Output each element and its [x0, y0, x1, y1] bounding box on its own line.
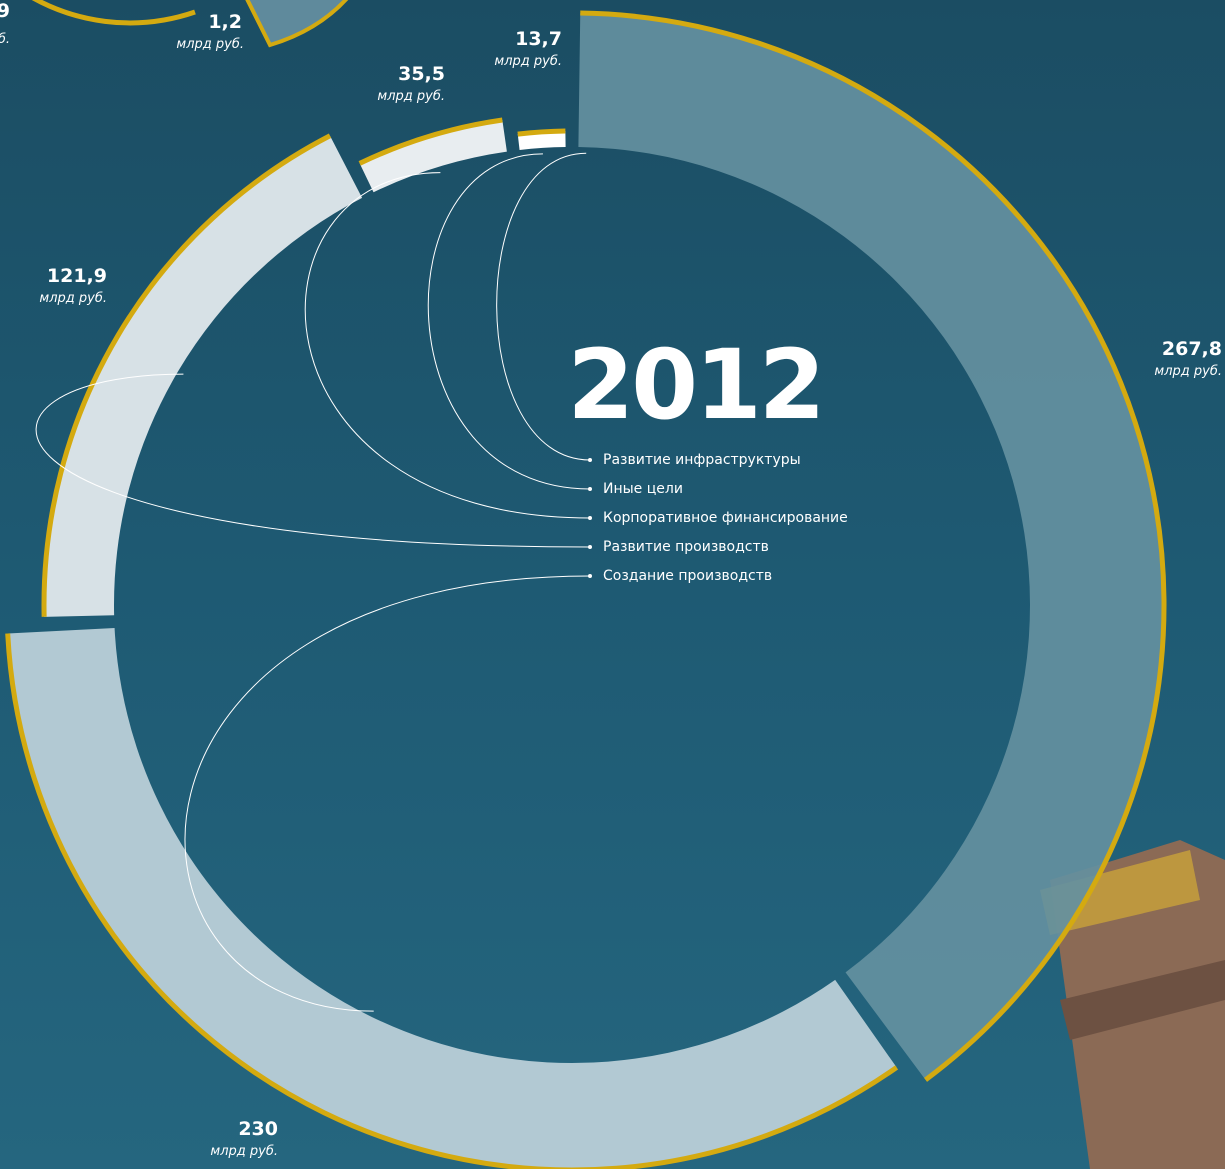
legend-connector — [304, 172, 591, 519]
data-label: 267,8 — [1162, 338, 1222, 360]
segment-border — [517, 128, 566, 137]
data-label: 35,5 — [398, 63, 445, 85]
data-unit: млрд руб. — [494, 54, 562, 69]
fragment-arc — [31, 0, 196, 26]
segment-border — [580, 10, 1167, 1082]
data-unit: млрд руб. — [377, 89, 445, 104]
fragment-unit: б. — [0, 32, 10, 47]
segment-border — [41, 133, 332, 617]
data-label: 13,7 — [515, 28, 562, 50]
fragment-unit: млрд руб. — [176, 37, 244, 52]
donut-segment — [44, 135, 363, 617]
fragment-value: 9 — [0, 0, 10, 22]
segment-border — [5, 633, 899, 1169]
segment-border — [358, 117, 503, 166]
legend-label: Иные цели — [603, 481, 683, 497]
donut-segment — [578, 13, 1164, 1080]
donut-segment — [517, 131, 566, 151]
fragment-segment — [245, 0, 349, 48]
data-label: 230 — [238, 1118, 278, 1140]
donut-segment — [359, 119, 507, 193]
legend-connector — [35, 373, 591, 548]
legend-connector — [184, 575, 591, 1012]
data-label: 121,9 — [47, 265, 107, 287]
donut-segment — [7, 628, 897, 1169]
data-unit: млрд руб. — [39, 291, 107, 306]
fragment-value: 1,2 — [208, 11, 242, 33]
fragment: 1,2 млрд руб. 9 б. — [0, 0, 349, 52]
legend-connector — [427, 153, 591, 490]
legend-label: Развитие производств — [603, 539, 769, 555]
data-unit: млрд руб. — [1154, 364, 1222, 379]
legend-label: Создание производств — [603, 568, 772, 584]
data-unit: млрд руб. — [210, 1144, 278, 1159]
chart-title: 2012 — [567, 329, 822, 441]
legend-label: Корпоративное финансирование — [603, 510, 848, 526]
legend-label: Развитие инфраструктуры — [603, 452, 801, 468]
